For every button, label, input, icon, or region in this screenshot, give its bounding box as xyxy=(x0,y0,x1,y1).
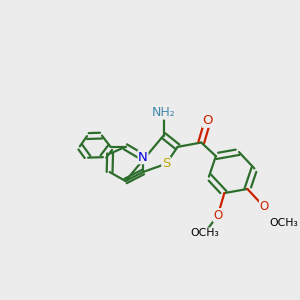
Text: NH₂: NH₂ xyxy=(152,106,176,119)
Text: O: O xyxy=(260,200,269,213)
Text: N: N xyxy=(138,151,148,164)
Text: O: O xyxy=(213,209,223,222)
Text: O: O xyxy=(202,114,213,127)
Text: S: S xyxy=(162,157,170,170)
Text: OCH₃: OCH₃ xyxy=(270,218,298,228)
Text: OCH₃: OCH₃ xyxy=(190,228,219,238)
